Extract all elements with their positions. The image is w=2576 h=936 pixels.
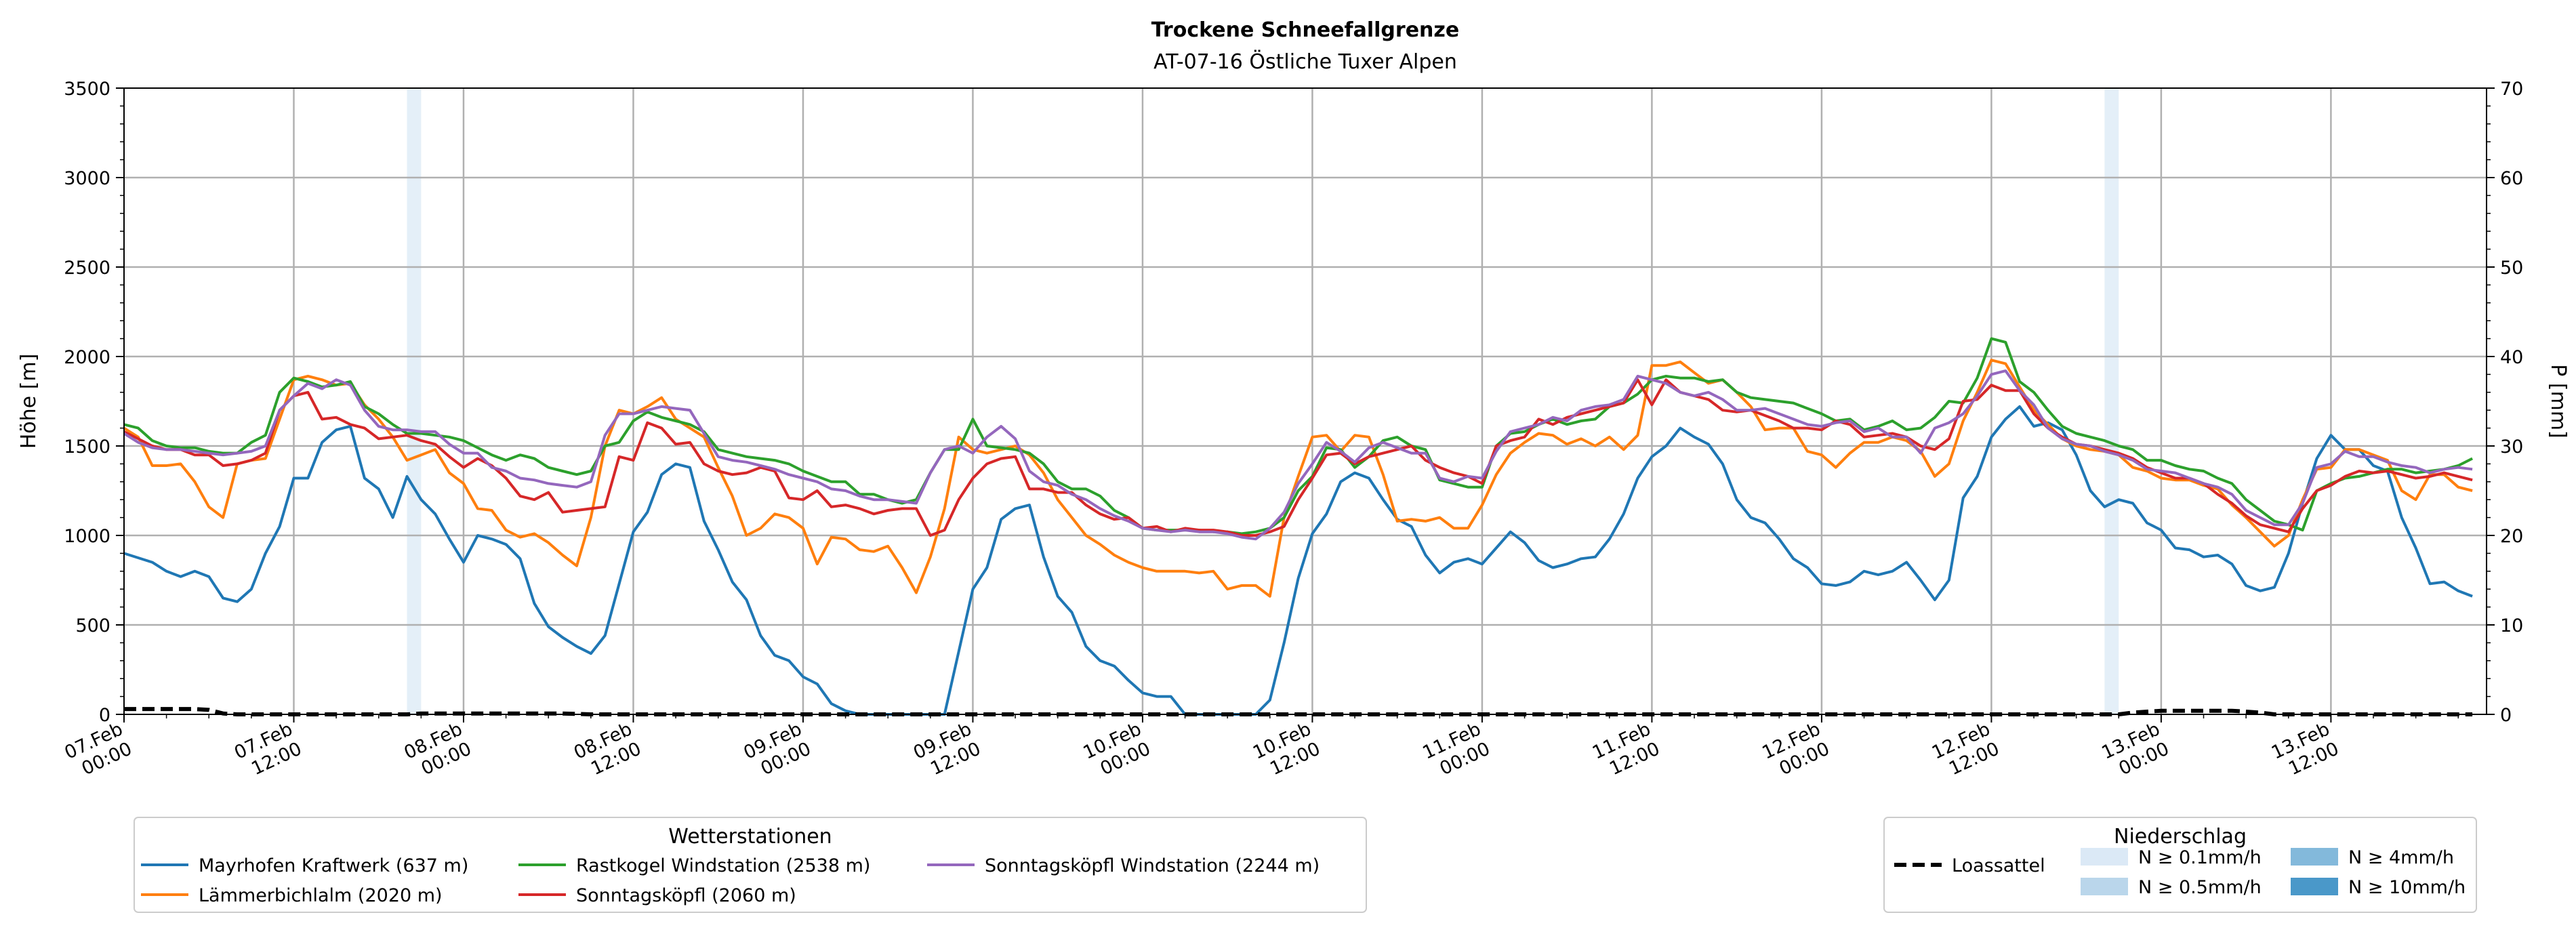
ytick-label-1500: 1500: [64, 436, 110, 457]
ytick-label-0: 0: [99, 705, 110, 726]
legend-patch-label-0: N ≥ 0.1mm/h: [2138, 847, 2262, 868]
y2tick-label-40: 40: [2500, 347, 2523, 368]
precip-band-0: [407, 88, 422, 714]
ytick-label-3500: 3500: [64, 79, 110, 100]
legend-loassattel-label: Loassattel: [1952, 855, 2045, 876]
station-series: [123, 337, 2474, 716]
legend-stations-frame: [134, 817, 1367, 913]
ytick-label-3000: 3000: [64, 168, 110, 189]
legend-label-3: Sonntagsköpfl (2060 m): [576, 885, 796, 906]
ytick-label-2000: 2000: [64, 347, 110, 368]
legend-label-4: Sonntagsköpfl Windstation (2244 m): [985, 855, 1320, 876]
y-axis-label: Höhe [m]: [17, 354, 41, 449]
series-line-2: [123, 337, 2474, 535]
legend-patch-1: [2081, 878, 2128, 895]
legend-precip: Niederschlag Loassattel N ≥ 0.1mm/hN ≥ 0…: [1883, 817, 2477, 913]
y2tick-label-50: 50: [2500, 258, 2523, 279]
y2tick-label-30: 30: [2500, 436, 2523, 457]
loassattel-series: [124, 707, 2473, 716]
plot-frame: [123, 87, 2487, 715]
legend-stations: Wetterstationen Mayrhofen Kraftwerk (637…: [134, 817, 1367, 913]
legend-stations-entries: Mayrhofen Kraftwerk (637 m) Lämmerbichlal…: [141, 855, 1320, 906]
legend-patch-label-1: N ≥ 0.5mm/h: [2138, 877, 2262, 898]
chart-title: Trockene Schneefallgrenze: [1151, 18, 1459, 42]
y2tick-label-10: 10: [2500, 615, 2523, 636]
series-line-1: [123, 359, 2473, 598]
y2tick-label-20: 20: [2500, 526, 2523, 547]
legend-patch-label-3: N ≥ 10mm/h: [2348, 877, 2466, 898]
legend-label-1: Lämmerbichlalm (2020 m): [199, 885, 443, 906]
y2-axis-label: P [mm]: [2546, 364, 2570, 438]
chart-subtitle: AT-07-16 Östliche Tuxer Alpen: [1153, 49, 1457, 74]
precipitation-bands: [407, 88, 2119, 714]
ytick-label-2500: 2500: [64, 258, 110, 279]
precip-band-1: [2104, 88, 2119, 714]
legend-patch-2: [2291, 848, 2338, 866]
y2tick-label-70: 70: [2500, 79, 2523, 100]
series-line-0: [123, 405, 2473, 716]
legend-precip-entries: N ≥ 0.1mm/h N ≥ 0.5mm/h N ≥ 4mm/h N ≥ 10mm/…: [2081, 847, 2466, 898]
legend-patch-0: [2081, 848, 2128, 866]
ytick-label-1000: 1000: [64, 526, 110, 547]
series-line-4: [123, 369, 2473, 541]
legend-patch-3: [2291, 878, 2338, 895]
y2tick-label-60: 60: [2500, 168, 2523, 189]
legend-patch-label-2: N ≥ 4mm/h: [2348, 847, 2454, 868]
y2tick-label-0: 0: [2500, 705, 2512, 726]
legend-precip-title: Niederschlag: [2114, 825, 2247, 849]
ytick-label-500: 500: [75, 615, 110, 636]
legend-stations-title: Wetterstationen: [668, 825, 832, 849]
loassattel-line: [124, 707, 2473, 716]
legend-label-0: Mayrhofen Kraftwerk (637 m): [199, 855, 468, 876]
legend-label-2: Rastkogel Windstation (2538 m): [576, 855, 870, 876]
